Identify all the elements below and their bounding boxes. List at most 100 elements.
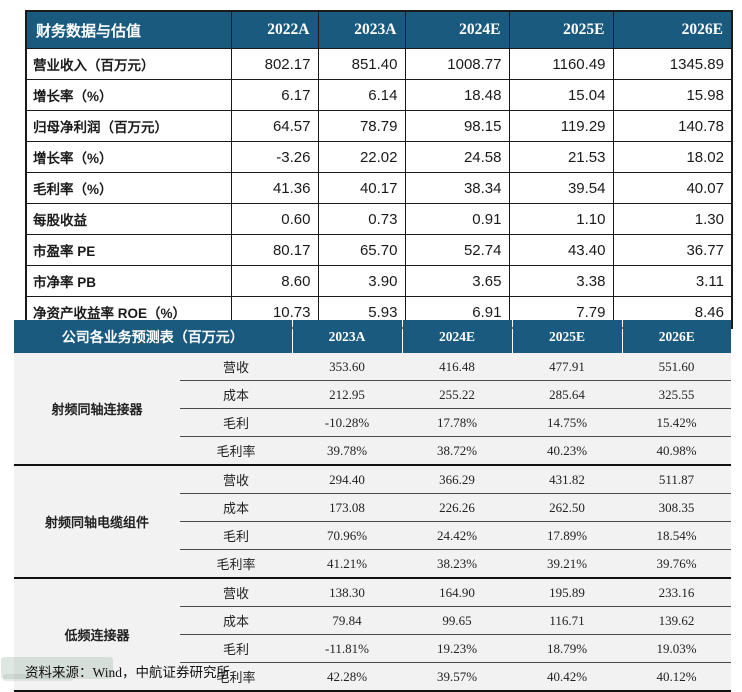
cell-value: 285.64	[512, 380, 622, 409]
cell-value: 79.84	[292, 606, 402, 635]
metric-label: 成本	[180, 493, 292, 522]
cell-value: 40.98%	[622, 436, 731, 466]
table1-column-header: 2022A	[230, 11, 319, 49]
table-row: 成本 173.08 226.26 262.50 308.35	[14, 493, 731, 522]
cell-value: 3.90	[317, 265, 406, 297]
row-label: 市盈率 PE	[25, 234, 232, 266]
table-row: 低频连接器 营收 138.30 164.90 195.89 233.16	[14, 578, 731, 692]
cell-value: 164.90	[402, 578, 512, 607]
cell-value: 39.76%	[622, 549, 731, 579]
cell-value: 8.60	[230, 265, 319, 297]
cell-value: 38.23%	[402, 549, 512, 579]
row-label: 营业收入（百万元）	[25, 48, 232, 80]
cell-value: 21.53	[508, 141, 614, 173]
cell-value: 24.42%	[402, 521, 512, 550]
cell-value: 80.17	[230, 234, 319, 266]
segment-name: 射频同轴连接器	[14, 353, 180, 466]
cell-value: 1345.89	[612, 48, 733, 80]
cell-value: 6.17	[230, 79, 319, 111]
cell-value: 226.26	[402, 493, 512, 522]
cell-value: 42.28%	[292, 662, 402, 692]
cell-value: 308.35	[622, 493, 731, 522]
row-label: 毛利率（%）	[25, 172, 232, 204]
cell-value: 15.04	[508, 79, 614, 111]
cell-value: -3.26	[230, 141, 319, 173]
cell-value: 366.29	[402, 465, 512, 494]
cell-value: 1.30	[612, 203, 733, 235]
table-row: 增长率（%） -3.26 22.02 24.58 21.53 18.02	[25, 141, 733, 173]
table-row: 毛利率 41.21% 38.23% 39.21% 39.76%	[14, 549, 731, 579]
cell-value: 233.16	[622, 578, 731, 607]
cell-value: 36.77	[612, 234, 733, 266]
table2-column-header: 2025E	[511, 320, 622, 353]
metric-label: 营收	[180, 578, 292, 607]
cell-value: 19.23%	[402, 634, 512, 663]
cell-value: 511.87	[622, 465, 731, 494]
table1-title: 财务数据与估值	[25, 11, 232, 49]
table-row: 毛利率（%） 41.36 40.17 38.34 39.54 40.07	[25, 172, 733, 204]
cell-value: 173.08	[292, 493, 402, 522]
valuation-table: 财务数据与估值 2022A 2023A 2024E 2025E 2026E 营业收入（百…	[25, 10, 733, 329]
table-row: 毛利 70.96% 24.42% 17.89% 18.54%	[14, 521, 731, 550]
cell-value: 138.30	[292, 578, 402, 607]
cell-value: 39.54	[508, 172, 614, 204]
table1-column-header: 2025E	[508, 11, 614, 49]
cell-value: 39.78%	[292, 436, 402, 466]
table2-column-header: 2026E	[621, 320, 731, 353]
cell-value: 255.22	[402, 380, 512, 409]
cell-value: 40.17	[317, 172, 406, 204]
cell-value: 40.07	[612, 172, 733, 204]
row-label: 增长率（%）	[25, 79, 232, 111]
metric-label: 毛利率	[180, 549, 292, 579]
segment-name: 低频连接器	[14, 578, 180, 692]
cell-value: 40.12%	[622, 662, 731, 692]
table-row: 射频同轴电缆组件 营收 294.40 366.29 431.82 511.87	[14, 465, 731, 579]
cell-value: 18.79%	[512, 634, 622, 663]
table2-title: 公司各业务预测表（百万元）	[14, 320, 292, 353]
cell-value: 15.98	[612, 79, 733, 111]
row-label: 每股收益	[25, 203, 232, 235]
cell-value: 18.02	[612, 141, 733, 173]
cell-value: 38.34	[404, 172, 510, 204]
cell-value: 18.48	[404, 79, 510, 111]
cell-value: 802.17	[230, 48, 319, 80]
cell-value: 3.65	[404, 265, 510, 297]
cell-value: 41.36	[230, 172, 319, 204]
table2-column-header: 2024E	[401, 320, 512, 353]
table-row: 市盈率 PE 80.17 65.70 52.74 43.40 36.77	[25, 234, 733, 266]
cell-value: 70.96%	[292, 521, 402, 550]
valuation-table-body: 营业收入（百万元） 802.17 851.40 1008.77 1160.49 1345.…	[25, 48, 733, 329]
segment-name: 射频同轴电缆组件	[14, 465, 180, 579]
cell-value: 14.75%	[512, 408, 622, 437]
table-row: 每股收益 0.60 0.73 0.91 1.10 1.30	[25, 203, 733, 235]
table-row: 归母净利润（百万元） 64.57 78.79 98.15 119.29 140.78	[25, 110, 733, 142]
cell-value: 416.48	[402, 353, 512, 381]
forecast-table: 公司各业务预测表（百万元） 2023A 2024E 2025E 2026E 射频同轴连…	[14, 320, 731, 692]
cell-value: 40.23%	[512, 436, 622, 466]
row-label: 增长率（%）	[25, 141, 232, 173]
table-row: 毛利 -10.28% 17.78% 14.75% 15.42%	[14, 408, 731, 437]
cell-value: 24.58	[404, 141, 510, 173]
cell-value: 98.15	[404, 110, 510, 142]
cell-value: 52.74	[404, 234, 510, 266]
table-row: 成本 212.95 255.22 285.64 325.55	[14, 380, 731, 409]
cell-value: 43.40	[508, 234, 614, 266]
metric-label: 成本	[180, 380, 292, 409]
metric-label: 营收	[180, 353, 292, 381]
cell-value: 17.78%	[402, 408, 512, 437]
cell-value: 139.62	[622, 606, 731, 635]
cell-value: 119.29	[508, 110, 614, 142]
cell-value: -10.28%	[292, 408, 402, 437]
cell-value: 39.21%	[512, 549, 622, 579]
source-note: 资料来源：Wind，中航证券研究所	[25, 665, 230, 680]
watermark-tail	[3, 674, 73, 681]
table1-column-header: 2023A	[317, 11, 406, 49]
cell-value: 40.42%	[512, 662, 622, 692]
cell-value: 353.60	[292, 353, 402, 381]
cell-value: 140.78	[612, 110, 733, 142]
metric-label: 毛利	[180, 408, 292, 437]
cell-value: 99.65	[402, 606, 512, 635]
cell-value: 38.72%	[402, 436, 512, 466]
cell-value: 116.71	[512, 606, 622, 635]
cell-value: 3.11	[612, 265, 733, 297]
